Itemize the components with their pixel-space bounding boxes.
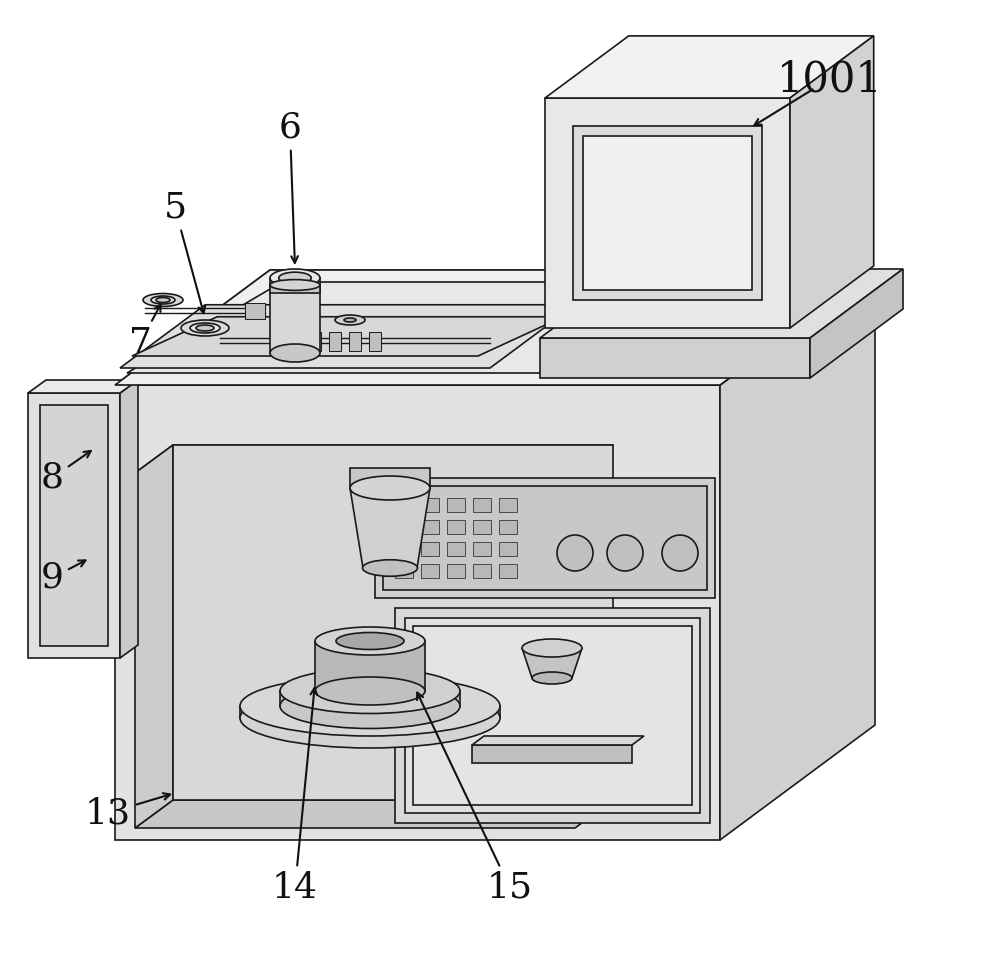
Polygon shape [447, 564, 465, 578]
Polygon shape [472, 736, 644, 745]
Polygon shape [375, 478, 715, 598]
Polygon shape [522, 648, 582, 678]
Text: 7: 7 [129, 305, 161, 360]
Polygon shape [245, 303, 265, 319]
Text: 9: 9 [41, 560, 85, 595]
Polygon shape [499, 542, 517, 556]
Circle shape [557, 535, 593, 571]
Ellipse shape [315, 677, 425, 705]
Polygon shape [270, 285, 320, 293]
Polygon shape [395, 564, 413, 578]
Polygon shape [40, 405, 108, 646]
Circle shape [607, 535, 643, 571]
Polygon shape [540, 269, 903, 338]
Polygon shape [473, 498, 491, 512]
Polygon shape [349, 332, 361, 351]
Polygon shape [127, 282, 863, 373]
Polygon shape [421, 564, 439, 578]
Polygon shape [473, 542, 491, 556]
Polygon shape [447, 542, 465, 556]
Polygon shape [115, 385, 720, 840]
Ellipse shape [280, 669, 460, 713]
Polygon shape [790, 36, 874, 328]
Polygon shape [289, 332, 301, 351]
Ellipse shape [240, 688, 500, 748]
Polygon shape [270, 278, 320, 353]
Ellipse shape [280, 683, 460, 729]
Polygon shape [28, 380, 138, 393]
Polygon shape [240, 706, 500, 718]
Polygon shape [447, 498, 465, 512]
Text: 15: 15 [417, 693, 533, 905]
Ellipse shape [151, 296, 175, 304]
Polygon shape [173, 445, 613, 800]
Ellipse shape [522, 639, 582, 657]
Polygon shape [28, 393, 120, 658]
Polygon shape [115, 270, 875, 385]
Polygon shape [135, 445, 173, 828]
Text: 14: 14 [272, 688, 318, 905]
Polygon shape [309, 332, 321, 351]
Ellipse shape [270, 344, 320, 362]
Polygon shape [132, 317, 563, 356]
Text: 1001: 1001 [777, 59, 883, 101]
Polygon shape [350, 488, 430, 568]
Ellipse shape [196, 325, 214, 331]
Polygon shape [405, 618, 700, 813]
Text: 13: 13 [85, 793, 170, 830]
Polygon shape [583, 136, 752, 290]
Polygon shape [499, 520, 517, 534]
Text: 5: 5 [163, 191, 205, 313]
Ellipse shape [350, 476, 430, 500]
Polygon shape [472, 745, 632, 763]
Ellipse shape [335, 315, 365, 325]
Polygon shape [421, 542, 439, 556]
Polygon shape [395, 520, 413, 534]
Ellipse shape [240, 676, 500, 736]
Polygon shape [120, 305, 575, 368]
Polygon shape [499, 498, 517, 512]
Circle shape [662, 535, 698, 571]
Polygon shape [573, 126, 762, 300]
Ellipse shape [336, 632, 404, 650]
Polygon shape [545, 98, 790, 328]
Ellipse shape [143, 293, 183, 307]
Ellipse shape [270, 269, 320, 287]
Polygon shape [135, 445, 613, 473]
Polygon shape [280, 691, 460, 706]
Ellipse shape [190, 323, 220, 333]
Polygon shape [540, 338, 810, 378]
Polygon shape [421, 520, 439, 534]
Text: 6: 6 [279, 111, 301, 263]
Ellipse shape [270, 280, 320, 290]
Polygon shape [329, 332, 341, 351]
Polygon shape [315, 641, 425, 691]
Ellipse shape [156, 297, 170, 302]
Ellipse shape [532, 672, 572, 684]
Polygon shape [413, 626, 692, 805]
Polygon shape [395, 608, 710, 823]
Ellipse shape [181, 320, 229, 336]
Polygon shape [810, 269, 903, 378]
Polygon shape [421, 498, 439, 512]
Polygon shape [120, 380, 138, 658]
Polygon shape [447, 520, 465, 534]
Polygon shape [395, 542, 413, 556]
Polygon shape [545, 36, 874, 98]
Polygon shape [395, 498, 413, 512]
Ellipse shape [362, 560, 418, 576]
Text: 8: 8 [40, 451, 91, 495]
Polygon shape [115, 270, 875, 385]
Ellipse shape [344, 318, 356, 322]
Polygon shape [369, 332, 381, 351]
Ellipse shape [279, 272, 311, 284]
Polygon shape [383, 486, 707, 590]
Polygon shape [720, 270, 875, 840]
Ellipse shape [315, 627, 425, 655]
Polygon shape [499, 564, 517, 578]
Polygon shape [473, 564, 491, 578]
Polygon shape [135, 800, 613, 828]
Polygon shape [350, 468, 430, 488]
Polygon shape [473, 520, 491, 534]
